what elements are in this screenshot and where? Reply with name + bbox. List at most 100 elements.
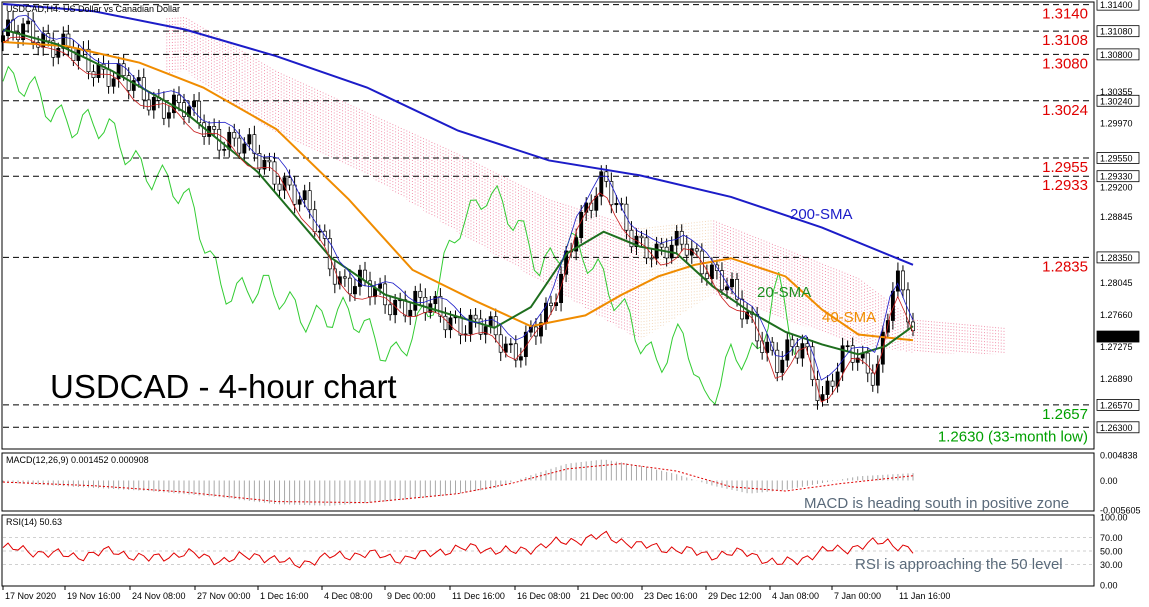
rsi-tick-label: 70.00 [1100, 533, 1123, 543]
candle [483, 318, 488, 344]
candle [785, 332, 790, 368]
level-label: 1.3080 [1042, 55, 1088, 72]
price-tick-label: 1.27395 [1100, 332, 1133, 342]
level-label: 1.3024 [1042, 102, 1088, 119]
rsi-indicator: 100.00 70.00 50.00 30.00 0.00 [2, 513, 1128, 591]
candle [368, 271, 372, 306]
price-tick-label: 1.29970 [1100, 119, 1133, 129]
price-tag-box [1096, 330, 1140, 343]
candle [302, 184, 307, 208]
candle [825, 375, 830, 403]
candle [513, 335, 518, 368]
candle [740, 290, 745, 328]
price-tick-label: 1.26300 [1100, 423, 1133, 433]
candle [468, 309, 473, 342]
price-tag-box [1096, 0, 1140, 11]
price-tag-box [1096, 170, 1140, 183]
price-tag-box [1096, 421, 1140, 434]
candle [171, 88, 176, 119]
price-tick-label: 1.30240 [1100, 96, 1133, 106]
price-tag-box [1096, 152, 1140, 164]
candle [478, 309, 483, 340]
time-axis: 17 Nov 2020 19 Nov 16:00 24 Nov 08:00 27 No… [2, 586, 950, 601]
rsi-line [2, 530, 914, 569]
rsi-tick-label: 50.00 [1100, 547, 1123, 557]
candle [232, 123, 237, 147]
candle [790, 334, 795, 356]
candle [262, 154, 267, 175]
price-tick-label: 1.26570 [1100, 400, 1133, 410]
sma40-label: 40-SMA [822, 309, 876, 326]
candle [498, 325, 503, 362]
candle [131, 75, 136, 99]
chikou-line [2, 65, 796, 406]
macd-tick-label: 0.004838 [1100, 451, 1138, 461]
candle [277, 176, 282, 198]
rsi-tick-label: 100.00 [1100, 513, 1128, 523]
level-label: 1.3108 [1042, 32, 1088, 49]
candle [332, 260, 337, 294]
candle [287, 169, 292, 191]
candle [564, 245, 569, 283]
sma20-label: 20-SMA [757, 284, 811, 301]
level-label: 1.2630 (33-month low) [938, 428, 1088, 445]
candle [870, 364, 875, 392]
price-tick-label: 1.29550 [1100, 153, 1133, 163]
price-tick-label: 1.28845 [1100, 212, 1133, 222]
candle [393, 293, 398, 324]
time-tick-label: 4 Jan 08:00 [772, 591, 819, 601]
candle [26, 12, 31, 33]
level-label: 1.3140 [1042, 6, 1088, 23]
candle [614, 194, 619, 213]
candle [549, 295, 553, 315]
price-tick-label: 1.28350 [1100, 253, 1133, 263]
rsi-tick-label: 0.00 [1100, 581, 1118, 591]
candle [574, 228, 579, 261]
price-tick-label: 1.28045 [1100, 278, 1133, 288]
level-label: 1.2657 [1042, 406, 1088, 423]
candle [895, 262, 900, 299]
time-tick-label: 4 Dec 08:00 [324, 591, 373, 601]
candle [252, 125, 257, 162]
time-tick-label: 19 Nov 16:00 [67, 591, 121, 601]
candle [182, 93, 186, 125]
time-tick-label: 11 Dec 16:00 [452, 591, 505, 601]
time-tick-label: 7 Jan 00:00 [834, 591, 881, 601]
candle [352, 278, 357, 301]
time-tick-label: 21 Dec 00:00 [580, 591, 634, 601]
level-label: 1.2933 [1042, 177, 1088, 194]
rsi-annotation: RSI is approaching the 50 level [855, 556, 1063, 573]
time-tick-label: 24 Nov 08:00 [132, 591, 186, 601]
time-tick-label: 29 Dec 12:00 [708, 591, 762, 601]
candle [845, 340, 850, 353]
candle [830, 373, 835, 395]
chart-title: USDCAD - 4-hour chart [50, 368, 397, 405]
candle [111, 72, 116, 94]
rsi-header: RSI(14) 50.63 [6, 517, 62, 527]
candle [765, 334, 770, 362]
candle [865, 347, 870, 383]
price-tick-label: 1.30800 [1100, 50, 1133, 60]
level-label: 1.2955 [1042, 159, 1088, 176]
price-tag-box [1096, 251, 1140, 264]
symbol-header: USDCAD,H4: US Dollar vs Canadian Dollar [6, 4, 180, 14]
macd-tick-label: -0.005605 [1100, 506, 1141, 516]
ichimoku-line [2, 36, 914, 403]
level-label: 1.2835 [1042, 258, 1088, 275]
candle [835, 362, 840, 393]
chikou-span [2, 65, 796, 406]
candle [508, 338, 513, 354]
macd-signal-line [2, 463, 914, 504]
candle [342, 269, 347, 287]
time-tick-label: 11 Jan 16:00 [899, 591, 950, 601]
candle [820, 385, 825, 407]
ichimoku-line [2, 14, 914, 381]
candle [126, 67, 131, 100]
candle [136, 69, 141, 88]
price-tick-label: 1.27275 [1100, 342, 1133, 352]
macd-annotation: MACD is heading south in positive zone [804, 495, 1069, 512]
moving-averages [2, 2, 914, 403]
candle [16, 24, 21, 49]
